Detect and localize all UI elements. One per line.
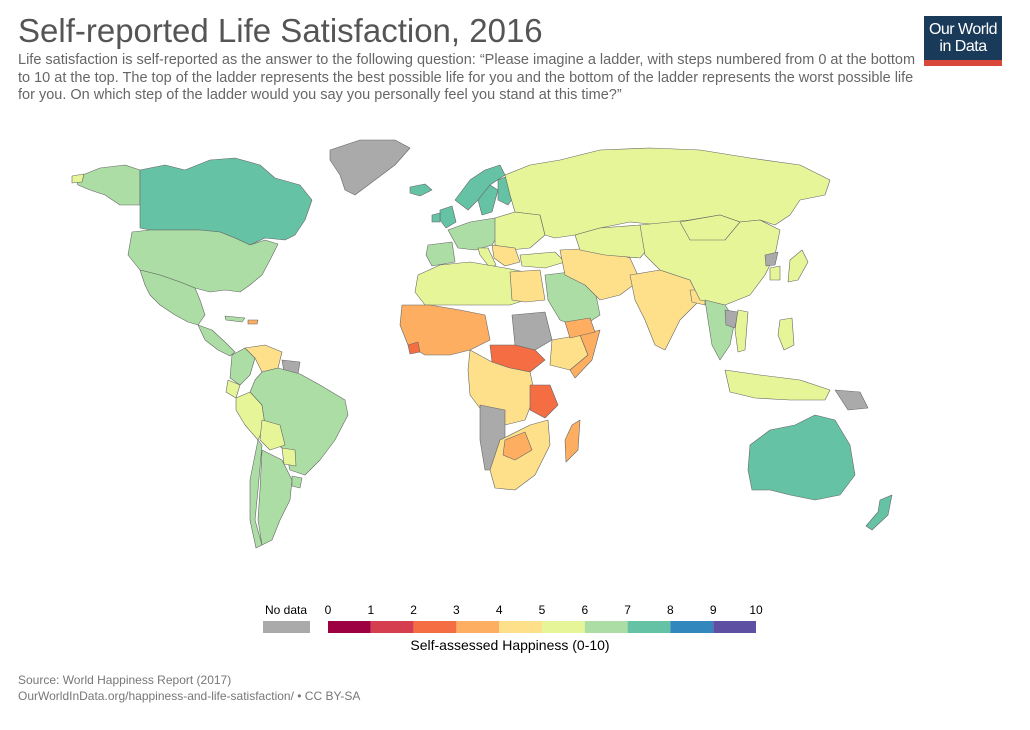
world-map [71, 139, 893, 549]
legend-tick-3: 3 [453, 603, 460, 617]
legend-tick-6: 6 [581, 603, 588, 617]
region-alaska-island[interactable] [71, 173, 85, 184]
region-alaska[interactable] [74, 164, 141, 206]
legend-color-scale [328, 621, 756, 633]
region-uk[interactable] [439, 205, 457, 229]
legend-title: Self-assessed Happiness (0-10) [410, 637, 609, 653]
region-papua-new-guinea [834, 389, 869, 411]
region-india[interactable] [629, 269, 701, 351]
region-madagascar[interactable] [564, 419, 581, 463]
region-iberia[interactable] [425, 241, 456, 267]
region-tanzania[interactable] [529, 384, 559, 419]
region-philippines[interactable] [777, 317, 795, 351]
legend-tick-9: 9 [710, 603, 717, 617]
legend-tick-0: 0 [325, 603, 332, 617]
region-zimbabwe-zambia[interactable] [502, 431, 533, 461]
region-japan[interactable] [787, 249, 809, 283]
region-paraguay[interactable] [281, 447, 297, 467]
region-egypt[interactable] [509, 269, 546, 303]
legend-bin-3[interactable] [456, 621, 500, 633]
legend-no-data-label: No data [265, 603, 307, 617]
logo-accent-bar [924, 60, 1002, 66]
region-sweden[interactable] [477, 184, 499, 216]
legend-tick-8: 8 [667, 603, 674, 617]
region-ireland[interactable] [431, 212, 441, 223]
legend-bin-4[interactable] [499, 621, 542, 633]
legend-bin-2[interactable] [413, 621, 457, 633]
legend-tick-1: 1 [367, 603, 374, 617]
region-iceland[interactable] [409, 183, 433, 197]
logo-line-2: in Data [939, 38, 987, 55]
region-new-zealand[interactable] [865, 494, 893, 531]
legend-bin-5[interactable] [542, 621, 585, 633]
region-turkey[interactable] [519, 251, 566, 269]
region-balkans[interactable] [491, 244, 521, 267]
owid-logo[interactable]: Our World in Data [924, 16, 1002, 66]
region-north-korea [764, 251, 779, 267]
region-australia[interactable] [747, 414, 856, 501]
region-bolivia[interactable] [259, 419, 286, 451]
region-east-europe[interactable] [494, 211, 546, 251]
region-yemen[interactable] [564, 317, 596, 339]
region-somalia[interactable] [569, 329, 601, 379]
legend-bin-7[interactable] [627, 621, 671, 633]
region-argentina[interactable] [257, 449, 293, 546]
legend-tick-7: 7 [624, 603, 631, 617]
legend-tick-10: 10 [749, 603, 763, 617]
source-line: Source: World Happiness Report (2017) [18, 673, 232, 687]
page-subtitle: Life satisfaction is self-reported as th… [18, 52, 916, 103]
region-myanmar-thailand[interactable] [704, 299, 736, 361]
legend-tick-5: 5 [539, 603, 546, 617]
region-sudan [511, 311, 553, 351]
legend-bin-8[interactable] [670, 621, 714, 633]
region-sierra-leone[interactable] [407, 341, 421, 355]
region-central-america[interactable] [197, 324, 236, 357]
region-vietnam[interactable] [734, 309, 749, 353]
legend-tick-labels: 0 1 2 3 4 5 6 7 8 9 10 [325, 603, 763, 617]
region-south-korea[interactable] [769, 265, 781, 281]
region-brazil[interactable] [249, 367, 349, 476]
legend-bin-0[interactable] [328, 621, 371, 633]
region-caribbean[interactable] [224, 315, 246, 323]
legend-tick-2: 2 [410, 603, 417, 617]
page-title: Self-reported Life Satisfaction, 2016 [18, 12, 543, 49]
legend-bin-1[interactable] [370, 621, 414, 633]
region-mongolia[interactable] [679, 214, 741, 241]
legend-no-data-swatch[interactable] [263, 621, 310, 633]
source-note: Source: World Happiness Report (2017) Ou… [18, 672, 360, 704]
region-north-africa[interactable] [414, 261, 526, 306]
region-malaysia-indonesia[interactable] [724, 369, 831, 401]
legend-tick-4: 4 [496, 603, 503, 617]
region-greenland [329, 139, 411, 196]
logo-line-1: Our World [928, 21, 998, 38]
region-haiti[interactable] [247, 319, 259, 325]
source-url[interactable]: OurWorldInData.org/happiness-and-life-sa… [18, 689, 361, 703]
region-uruguay[interactable] [291, 475, 303, 489]
legend-bin-6[interactable] [584, 621, 628, 633]
map-legend: No data 0 1 2 3 4 5 6 7 8 9 10 Self-assessed Happi… [263, 603, 763, 653]
legend-bin-9[interactable] [713, 621, 756, 633]
